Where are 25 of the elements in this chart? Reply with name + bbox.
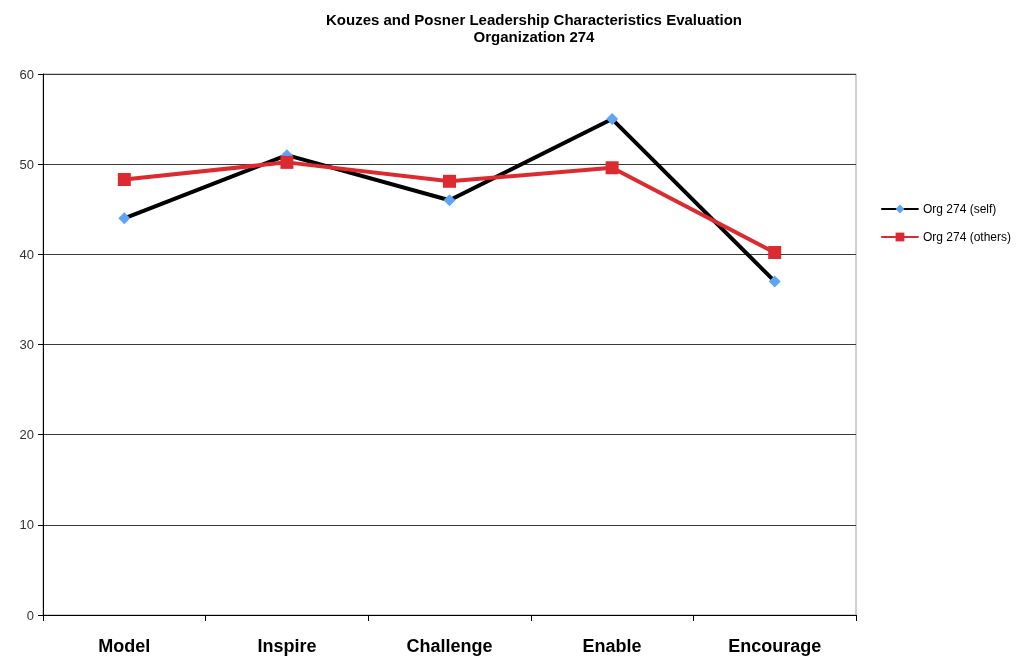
point <box>443 174 456 188</box>
point <box>605 161 619 175</box>
chart-subtitle: Organization 274 <box>473 28 596 45</box>
legend-label: Org 274 (self) <box>922 202 997 216</box>
y-tick-label: 60 <box>19 66 34 82</box>
x-tick-label: Encourage <box>728 636 822 656</box>
y-tick-label: 50 <box>19 156 34 172</box>
point <box>443 194 456 207</box>
x-tick-label: Inspire <box>257 636 317 656</box>
point <box>117 172 131 186</box>
point <box>280 155 294 169</box>
point <box>118 212 131 225</box>
point <box>606 113 619 126</box>
y-tick-label: 30 <box>19 337 34 352</box>
y-tick-label: 10 <box>19 517 34 533</box>
y-tick-label: 20 <box>19 427 34 443</box>
y-tick-label: 40 <box>19 246 34 262</box>
x-tick-label: Enable <box>582 636 642 656</box>
legend-label: Org 274 (others) <box>922 230 1012 244</box>
point <box>768 246 782 260</box>
point <box>768 275 781 288</box>
y-tick-label: 0 <box>26 607 34 623</box>
x-tick-label: Challenge <box>406 636 493 656</box>
chart-title: Kouzes and Posner Leadership Characteristics Evaluation <box>326 11 742 28</box>
x-tick-label: Model <box>98 636 151 656</box>
